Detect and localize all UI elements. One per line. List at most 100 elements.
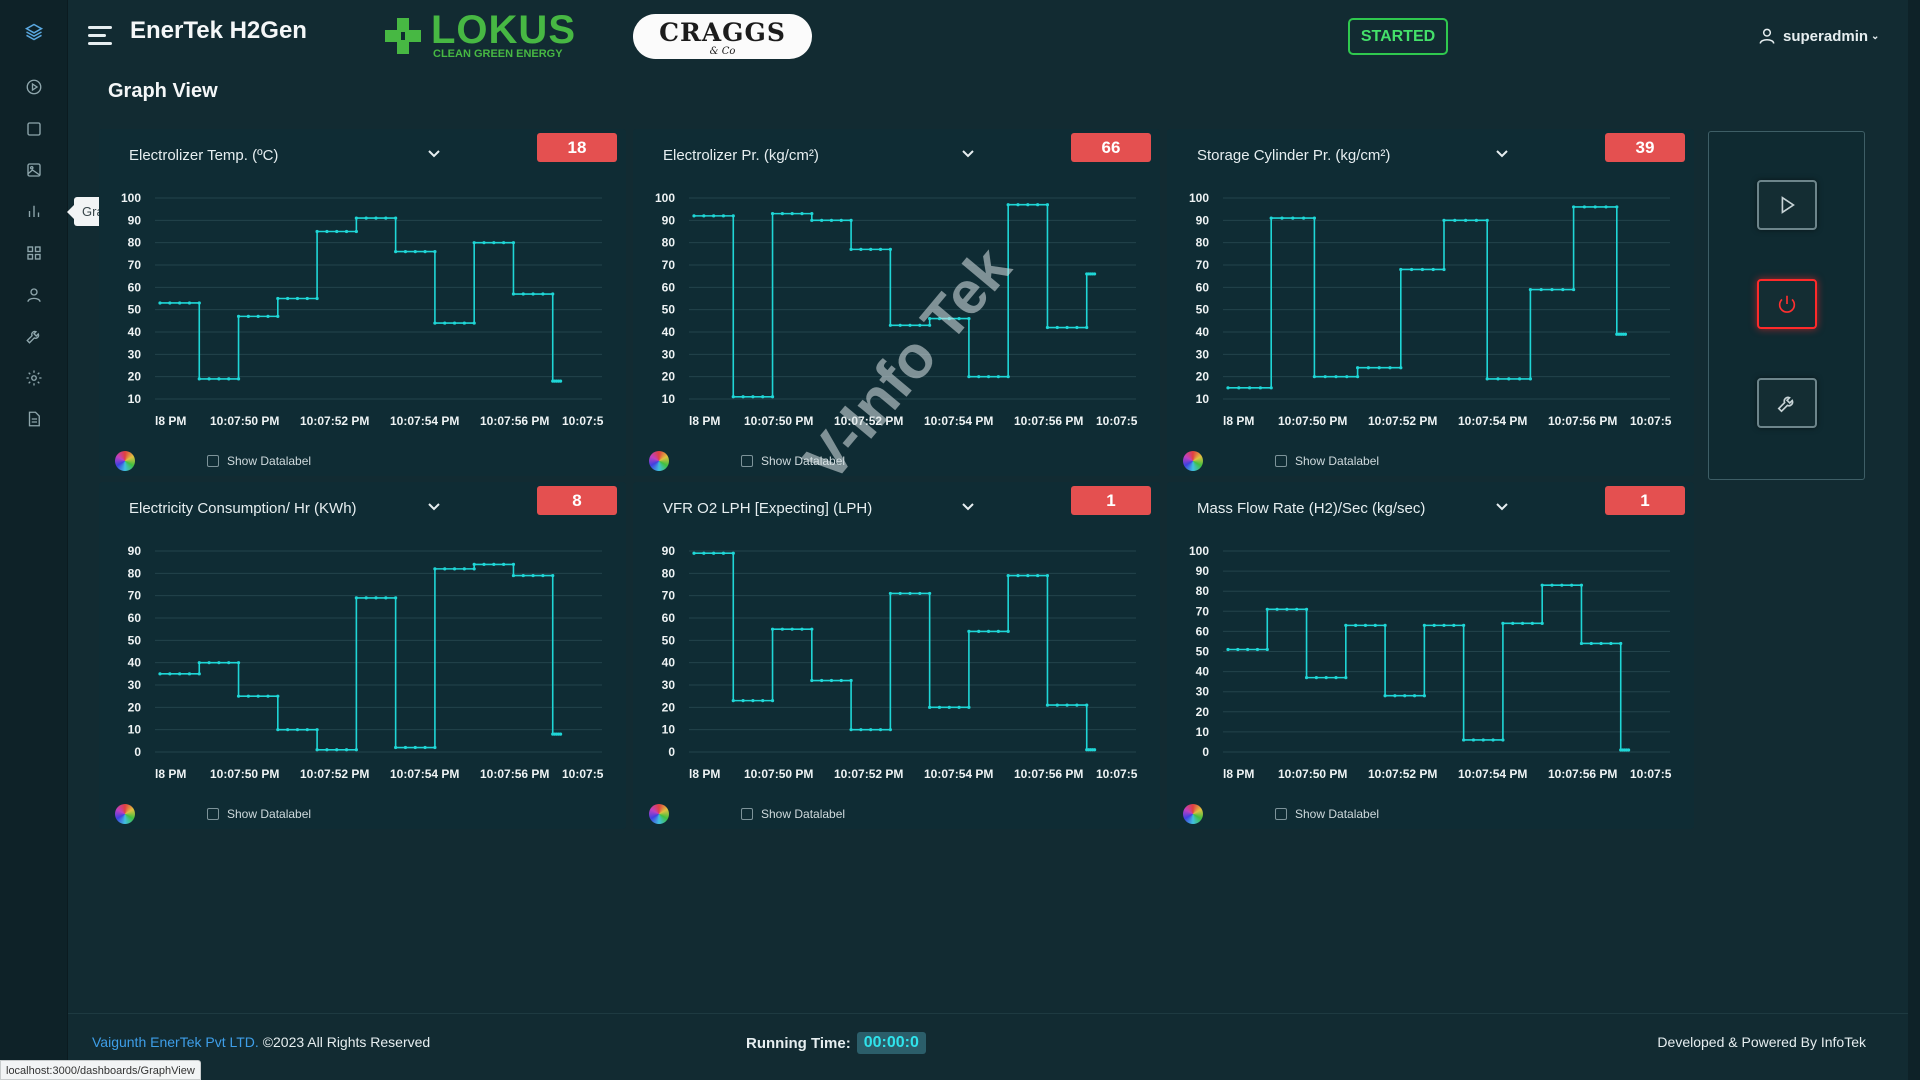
data-point: [1422, 623, 1426, 627]
show-datalabel-toggle[interactable]: Show Datalabel: [741, 454, 845, 468]
data-point: [502, 562, 506, 566]
data-point: [800, 627, 804, 631]
x-tick-label: l8 PM: [1223, 767, 1254, 781]
chevron-down-icon[interactable]: [960, 498, 976, 514]
series-line: [694, 552, 1095, 751]
chevron-down-icon[interactable]: [426, 498, 442, 514]
y-tick-label: 0: [668, 745, 675, 759]
maintenance-button[interactable]: [1757, 378, 1817, 428]
chevron-down-icon[interactable]: [960, 145, 976, 161]
color-palette-icon[interactable]: [649, 804, 669, 824]
datalabel-label: Show Datalabel: [1295, 807, 1380, 821]
data-point: [1302, 216, 1306, 220]
chevron-down-icon[interactable]: [1494, 498, 1510, 514]
data-point: [770, 627, 775, 631]
y-tick-label: 100: [121, 191, 141, 205]
y-tick-label: 20: [128, 700, 142, 714]
data-point: [1285, 607, 1289, 611]
data-point: [315, 748, 319, 752]
data-point: [462, 321, 466, 325]
data-point: [1045, 203, 1050, 207]
x-tick-label: 10:07:5: [562, 414, 604, 428]
data-point: [1055, 325, 1059, 330]
data-point: [315, 296, 319, 301]
color-palette-icon[interactable]: [115, 804, 135, 824]
data-point: [908, 591, 912, 596]
show-datalabel-toggle[interactable]: Show Datalabel: [207, 454, 311, 468]
show-datalabel-toggle[interactable]: Show Datalabel: [1275, 807, 1379, 821]
data-point: [1462, 623, 1466, 627]
y-tick-label: 100: [655, 191, 675, 205]
data-point: [947, 705, 951, 709]
x-tick-label: 10:07:5: [1096, 414, 1138, 428]
graph-card: Storage Cylinder Pr. (kg/cm²) 39 10 20 30 40 5…: [1167, 129, 1694, 476]
user-menu[interactable]: superadmin ⌄: [1757, 26, 1879, 46]
document-icon[interactable]: [24, 409, 44, 429]
y-tick-label: 50: [662, 633, 676, 647]
data-point: [967, 629, 971, 633]
color-palette-icon[interactable]: [115, 451, 135, 471]
image-icon[interactable]: [24, 160, 44, 180]
square-icon[interactable]: [24, 119, 44, 139]
stop-button[interactable]: [1757, 279, 1817, 329]
scrollbar[interactable]: [1908, 0, 1920, 1080]
x-tick-label: l8 PM: [155, 767, 186, 781]
play-circle-icon[interactable]: [24, 77, 44, 97]
data-point: [1579, 583, 1584, 587]
graph-card: VFR O2 LPH [Expecting] (LPH) 1 0 10 20 30 40 50…: [633, 482, 1160, 829]
color-palette-icon[interactable]: [1183, 804, 1203, 824]
color-palette-icon[interactable]: [649, 451, 669, 471]
data-point: [702, 551, 706, 555]
data-point: [482, 562, 486, 566]
data-point: [810, 218, 814, 222]
data-point: [197, 661, 201, 665]
wrench-icon[interactable]: [24, 326, 44, 346]
x-tick-label: 10:07:56 PM: [480, 414, 549, 428]
y-tick-label: 70: [662, 589, 676, 603]
data-point: [908, 323, 912, 327]
color-palette-icon[interactable]: [1183, 451, 1203, 471]
data-point: [492, 562, 496, 566]
data-point: [1442, 218, 1446, 222]
data-point: [1237, 386, 1241, 390]
layers-icon[interactable]: [24, 22, 44, 42]
grid-icon[interactable]: [24, 243, 44, 263]
datalabel-checkbox[interactable]: [1275, 455, 1287, 467]
show-datalabel-toggle[interactable]: Show Datalabel: [207, 807, 311, 821]
datalabel-checkbox[interactable]: [741, 808, 753, 820]
data-point: [1075, 703, 1079, 707]
data-point: [541, 292, 545, 296]
show-datalabel-toggle[interactable]: Show Datalabel: [741, 807, 845, 821]
data-point: [1304, 676, 1309, 680]
data-point: [197, 672, 201, 676]
datalabel-checkbox[interactable]: [207, 808, 219, 820]
chevron-down-icon[interactable]: [1494, 145, 1510, 161]
graph-card: Electrolizer Pr. (kg/cm²) 66 10 20 30 40 50 60 7…: [633, 129, 1160, 476]
data-point: [325, 229, 329, 234]
data-point: [374, 596, 378, 600]
data-point: [236, 377, 241, 381]
data-point: [256, 694, 260, 698]
company-link[interactable]: Vaigunth EnerTek Pvt LTD.: [92, 1034, 259, 1050]
wrench-icon: [1777, 396, 1794, 413]
datalabel-checkbox[interactable]: [207, 455, 219, 467]
value-badge: 1: [1605, 486, 1685, 515]
gear-icon[interactable]: [24, 368, 44, 388]
show-datalabel-toggle[interactable]: Show Datalabel: [1275, 454, 1379, 468]
data-point: [521, 573, 525, 578]
y-tick-label: 30: [128, 347, 142, 361]
graph-title: Electrolizer Temp. (ºC): [129, 147, 279, 164]
user-icon[interactable]: [24, 285, 44, 305]
datalabel-checkbox[interactable]: [1275, 808, 1287, 820]
start-button[interactable]: [1757, 180, 1817, 230]
bar-chart-icon[interactable]: [24, 201, 44, 221]
data-point: [1006, 375, 1010, 379]
data-point: [712, 551, 716, 555]
chevron-down-icon[interactable]: [426, 145, 442, 161]
datalabel-checkbox[interactable]: [741, 455, 753, 467]
data-point: [286, 296, 290, 301]
menu-toggle-icon[interactable]: [88, 26, 112, 45]
data-point: [986, 629, 991, 633]
graph-card: Electrolizer Temp. (ºC) 18 10 20 30 40 50 60 70 8…: [99, 129, 626, 476]
datalabel-label: Show Datalabel: [761, 454, 846, 468]
